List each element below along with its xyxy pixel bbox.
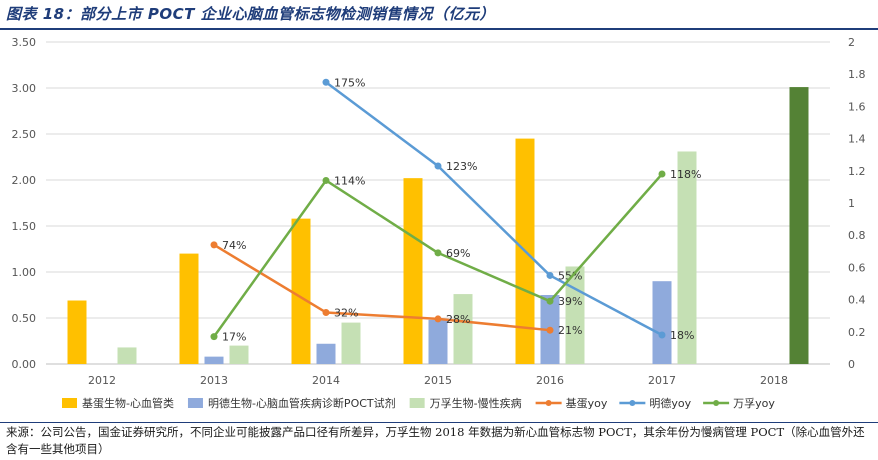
bar [789,87,809,364]
bar [316,343,336,364]
y-right-tick-label: 0 [848,358,855,371]
data-label: 21% [558,324,582,337]
data-label: 114% [334,174,365,187]
data-point [658,331,666,339]
legend-label: 明德生物-心脑血管疾病诊断POCT试剂 [208,396,396,410]
x-tick-label: 2013 [200,374,228,387]
y-right-tick-label: 1.4 [848,133,866,146]
bar [117,347,137,364]
legend-swatch [409,398,425,408]
data-point [434,315,442,323]
y-left-tick-label: 2.50 [12,128,37,141]
legend-label: 明德yoy [649,396,691,410]
data-label: 32% [334,306,358,319]
data-label: 69% [446,247,470,260]
y-left-tick-label: 0.50 [12,312,37,325]
data-label: 39% [558,295,582,308]
bar [453,294,473,364]
data-label: 55% [558,269,582,282]
x-tick-label: 2016 [536,374,564,387]
legend-label: 万孚生物-慢性疾病 [430,396,522,410]
data-label: 18% [670,329,694,342]
bar [67,300,87,364]
x-tick-label: 2017 [648,374,676,387]
bar [652,281,672,364]
x-tick-label: 2015 [424,374,452,387]
legend-swatch [187,398,203,408]
bar [677,151,697,364]
x-tick-label: 2014 [312,374,340,387]
legend-label: 基蛋生物-心血管类 [82,396,174,410]
y-right-tick-label: 1.2 [848,165,866,178]
series-line [213,243,551,332]
data-label: 28% [446,313,470,326]
figure-title: 图表 18：部分上市 POCT 企业心脑血管标志物检测销售情况（亿元） [6,5,496,23]
data-point [546,297,554,305]
data-label: 118% [670,168,701,181]
y-left-tick-label: 3.50 [12,36,37,49]
y-right-tick-label: 1.6 [848,100,866,113]
footer-rule [0,422,878,423]
y-left-tick-label: 1.50 [12,220,37,233]
y-left-tick-label: 2.00 [12,174,37,187]
bar [341,322,361,364]
data-point [210,241,218,249]
data-point [322,78,330,86]
legend-label: 万孚yoy [733,397,775,410]
legend-marker [545,400,552,406]
data-point [210,333,218,341]
data-point [322,176,330,184]
y-right-tick-label: 0.2 [848,326,866,339]
bar [403,178,423,364]
source-note: 来源：公司公告，国金证券研究所，不同企业可能披露产品口径有所差异，万孚生物 20… [6,425,865,456]
legend-marker [713,400,720,406]
y-left-tick-label: 1.00 [12,266,37,279]
y-left-tick-label: 0.00 [12,358,37,371]
combo-chart: 0.00 0.50 1.00 1.50 2.00 2.50 3.00 3.50 0 0.2 0.4 0… [12,36,866,410]
bar [428,319,448,364]
data-point [322,308,330,316]
title-rule [0,28,878,30]
data-point [434,162,442,170]
x-tick-label: 2012 [88,374,116,387]
bar [291,218,311,364]
legend-label: 基蛋yoy [566,397,608,410]
series-line [325,81,663,337]
data-point [546,271,554,279]
data-point [546,326,554,334]
x-tick-label: 2018 [760,374,788,387]
y-right-tick-label: 1.8 [848,68,866,81]
y-right-tick-label: 0.6 [848,261,866,274]
y-left-tick-label: 3.00 [12,82,37,95]
y-right-tick-label: 2 [848,36,855,49]
data-label: 74% [222,239,246,252]
bar [229,345,249,364]
data-label: 123% [446,160,477,173]
y-right-tick-label: 0.8 [848,229,866,242]
legend-marker [629,400,636,406]
data-label: 175% [334,76,365,89]
y-right-tick-label: 0.4 [848,294,866,307]
y-right-tick-label: 1 [848,197,855,210]
bar [204,356,224,364]
legend-swatch [62,398,77,408]
bar [179,253,199,364]
data-point [658,170,666,178]
data-label: 17% [222,331,246,344]
data-point [434,249,442,257]
